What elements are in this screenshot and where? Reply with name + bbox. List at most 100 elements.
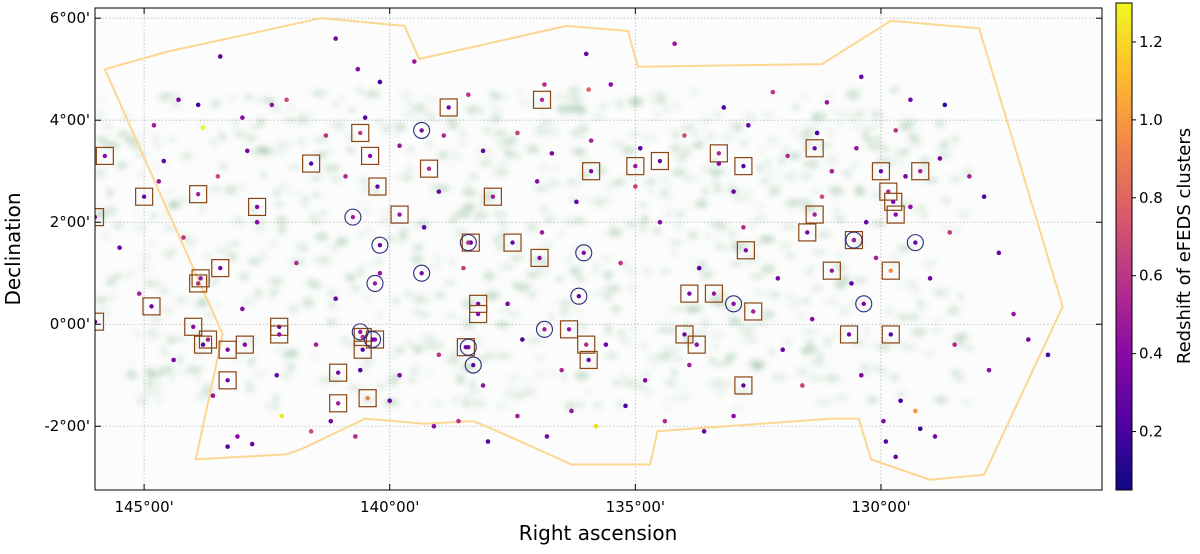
density-blob — [105, 206, 117, 214]
density-blob — [742, 337, 759, 342]
density-blob — [524, 388, 536, 396]
density-blob — [859, 135, 871, 141]
density-blob — [492, 96, 502, 101]
density-blob — [664, 209, 674, 217]
density-blob — [864, 327, 869, 335]
density-blob — [668, 326, 676, 335]
cluster-point — [161, 158, 167, 164]
cluster-point — [633, 184, 638, 189]
cluster-point — [908, 97, 913, 103]
density-blob — [933, 288, 949, 298]
density-blob — [662, 179, 672, 185]
square-marker-point — [886, 189, 891, 194]
cluster-point — [583, 51, 589, 57]
density-blob — [315, 255, 332, 265]
density-blob — [105, 123, 111, 129]
density-blob — [257, 147, 274, 156]
density-blob — [785, 253, 795, 258]
density-blob — [502, 148, 515, 156]
density-blob — [346, 384, 360, 391]
square-marker-point — [397, 212, 402, 217]
density-blob — [911, 328, 927, 337]
density-blob — [674, 223, 683, 229]
density-blob — [779, 243, 791, 248]
density-blob — [729, 178, 734, 185]
density-blob — [729, 231, 736, 238]
colorbar-tick-label: 0.2 — [1139, 423, 1163, 441]
density-blob — [796, 368, 809, 377]
density-blob — [964, 344, 974, 351]
cluster-point — [195, 102, 201, 108]
density-blob — [701, 272, 709, 281]
cluster-point — [785, 153, 790, 159]
cluster-point — [308, 429, 314, 434]
square-marker-point — [358, 130, 363, 136]
density-blob — [462, 318, 468, 322]
density-blob — [803, 330, 819, 334]
density-blob — [254, 223, 267, 232]
cluster-point — [696, 265, 702, 271]
density-blob — [400, 91, 412, 98]
cluster-point — [859, 372, 864, 378]
square-marker-point — [277, 332, 282, 337]
density-blob — [699, 117, 712, 126]
density-blob — [361, 366, 369, 373]
cluster-point — [254, 219, 260, 225]
cluster-point — [1045, 352, 1051, 358]
density-blob — [663, 404, 672, 411]
density-blob — [447, 163, 452, 169]
density-blob — [166, 336, 176, 344]
density-blob — [95, 307, 107, 312]
square-marker-point — [743, 248, 749, 253]
density-blob — [518, 284, 530, 292]
density-blob — [301, 196, 311, 200]
density-blob — [723, 355, 730, 361]
density-blob — [918, 212, 929, 219]
density-blob — [151, 211, 156, 221]
cluster-point — [542, 82, 547, 87]
density-blob — [259, 251, 268, 259]
density-blob — [626, 284, 637, 293]
circle-marker-point — [542, 327, 547, 332]
density-blob — [224, 187, 238, 195]
density-blob — [680, 123, 696, 133]
density-blob — [919, 204, 926, 210]
square-marker-point — [426, 166, 432, 171]
density-blob — [273, 190, 281, 197]
density-blob — [338, 238, 346, 245]
density-blob — [881, 144, 890, 153]
cluster-point — [515, 130, 520, 136]
density-blob — [280, 232, 286, 238]
cluster-point — [863, 219, 869, 225]
density-blob — [893, 160, 909, 165]
density-blob — [497, 352, 511, 360]
density-blob — [670, 144, 681, 153]
density-blob — [659, 92, 664, 101]
density-blob — [560, 308, 569, 316]
circle-marker — [413, 121, 431, 139]
density-blob — [311, 212, 316, 221]
circle-marker — [459, 234, 477, 252]
density-blob — [709, 221, 722, 228]
density-blob — [161, 346, 166, 356]
cluster-point — [898, 398, 903, 404]
square-marker — [368, 177, 387, 196]
density-blob — [243, 298, 250, 305]
density-blob — [931, 396, 948, 404]
density-blob — [387, 377, 399, 386]
density-blob — [593, 402, 602, 409]
cluster-point — [608, 82, 614, 87]
circle-marker — [459, 338, 477, 356]
density-blob — [904, 314, 921, 320]
cluster-point — [151, 123, 157, 128]
density-blob — [351, 284, 360, 293]
density-blob — [769, 185, 782, 193]
density-blob — [269, 286, 280, 294]
density-blob — [411, 244, 421, 253]
density-blob — [867, 143, 883, 151]
x-tick-label: 140°00' — [360, 498, 419, 516]
density-blob — [518, 388, 525, 396]
density-blob — [643, 268, 650, 272]
cluster-point — [355, 66, 361, 72]
